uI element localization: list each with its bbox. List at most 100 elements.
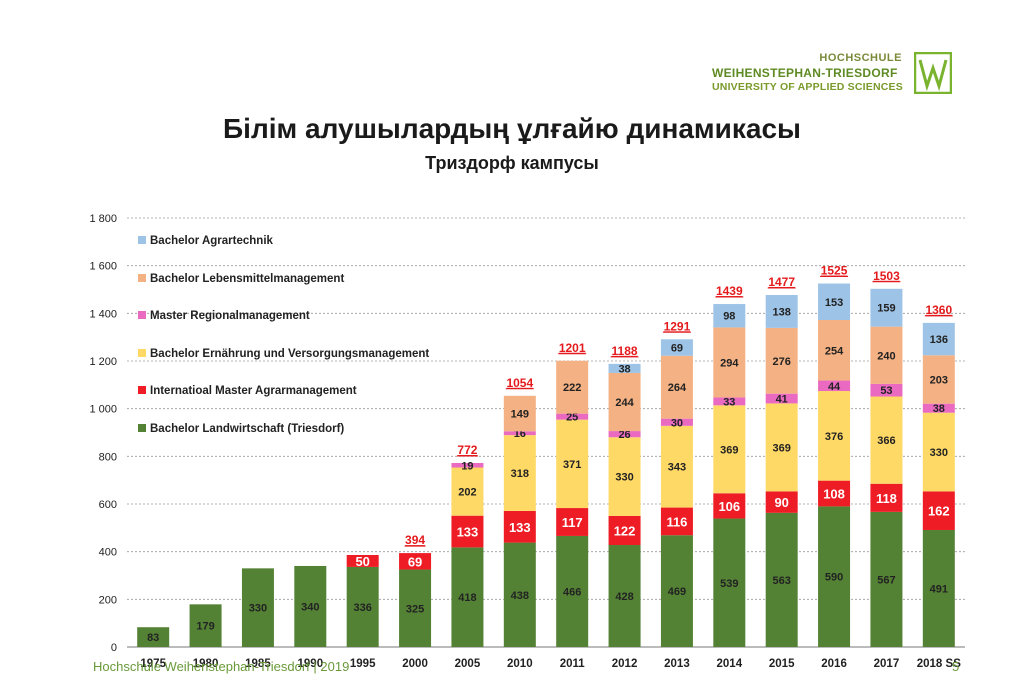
- data-label: 159: [877, 303, 895, 315]
- data-label: 343: [668, 462, 686, 474]
- data-label: 53: [880, 385, 892, 397]
- bar-segment-landwirtschaft: [503, 542, 536, 647]
- data-label: 138: [773, 306, 791, 318]
- x-tick-label: 2016: [821, 658, 847, 670]
- x-tick-label: 2012: [612, 658, 638, 670]
- bar-segment-agrarmanagement: [608, 515, 641, 545]
- bar-segment-regional: [608, 431, 641, 438]
- footer-text: Hochschule Weihenstephan-Triesdorf | 201…: [93, 659, 350, 674]
- legend-swatch: [138, 311, 146, 319]
- bar-segment-agrartechnik: [922, 322, 955, 356]
- bar-segment-agrarmanagement: [818, 480, 851, 507]
- data-label: 336: [354, 602, 372, 614]
- data-label: 202: [458, 487, 476, 499]
- data-label: 90: [774, 495, 788, 510]
- bar-segment-ernaehrung: [922, 412, 955, 492]
- bar-segment-landwirtschaft: [922, 529, 955, 647]
- data-label: 69: [671, 343, 683, 355]
- bar-segment-landwirtschaft: [451, 547, 484, 647]
- y-tick-label: 400: [99, 547, 117, 559]
- bar-segment-lebensmittel: [713, 327, 746, 398]
- logo-line-2: WEIHENSTEPHAN-TRIESDORF: [712, 66, 898, 80]
- data-label: 30: [671, 417, 683, 429]
- data-label: 264: [668, 382, 687, 394]
- x-tick-label: 2005: [455, 658, 481, 670]
- data-label: 41: [776, 394, 788, 406]
- total-label: 1188: [612, 344, 638, 358]
- x-tick-label: 1985: [245, 658, 271, 670]
- bar-segment-lebensmittel: [765, 327, 798, 394]
- legend-label: Bachelor Landwirtschaft (Triesdorf): [150, 422, 345, 435]
- bar-segment-landwirtschaft: [608, 544, 641, 647]
- bar-segment-agrartechnik: [660, 339, 693, 356]
- y-tick-label: 1 200: [89, 356, 117, 368]
- legend-label: Bachelor Lebensmittelmanagement: [150, 272, 345, 285]
- bar-segment-agrarmanagement: [765, 491, 798, 513]
- data-label: 428: [615, 591, 633, 603]
- x-tick-label: 1975: [140, 658, 166, 670]
- data-label: 369: [720, 444, 738, 456]
- data-label: 563: [773, 575, 791, 587]
- bar-segment-regional: [870, 383, 903, 397]
- data-label: 276: [773, 356, 791, 368]
- y-tick-label: 1 000: [89, 404, 117, 416]
- data-label: 318: [511, 468, 529, 480]
- bar-segment-landwirtschaft: [137, 627, 170, 647]
- bar-segment-regional: [503, 431, 536, 436]
- y-tick-label: 1 600: [89, 261, 117, 273]
- bar-segment-agrarmanagement: [451, 515, 484, 548]
- data-label: 222: [563, 382, 581, 394]
- bar-segment-agrarmanagement: [556, 508, 589, 536]
- bar-segment-ernaehrung: [870, 396, 903, 484]
- data-label: 340: [301, 601, 319, 613]
- bar-segment-agrarmanagement: [399, 553, 432, 570]
- data-label: 240: [877, 350, 895, 362]
- bar-segment-regional: [660, 418, 693, 426]
- page-title: Білім алушылардың ұлғайю динамикасы: [223, 113, 801, 144]
- page-number: 5: [952, 659, 960, 674]
- data-label: 162: [928, 504, 950, 519]
- data-label: 254: [825, 345, 844, 357]
- total-label: 1360: [925, 303, 952, 317]
- university-logo: HOCHSCHULE WEIHENSTEPHAN-TRIESDORF UNIVE…: [712, 50, 962, 98]
- legend-swatch: [138, 386, 146, 394]
- data-label: 19: [461, 460, 473, 472]
- data-label: 133: [509, 520, 531, 535]
- legend-item-lebensmittel: Bachelor Lebensmittelmanagement: [138, 273, 344, 285]
- bar-segment-regional: [922, 403, 955, 413]
- legend-item-regional: Master Regionalmanagement: [138, 310, 310, 322]
- data-label: 122: [614, 523, 636, 538]
- legend-label: Bachelor Agrartechnik: [150, 235, 273, 247]
- data-label: 149: [511, 409, 529, 421]
- x-tick-label: 2018 SS: [917, 658, 961, 670]
- data-label: 33: [723, 396, 735, 408]
- data-label: 330: [615, 472, 633, 484]
- y-tick-label: 0: [111, 642, 117, 654]
- legend-swatch: [138, 236, 146, 244]
- total-label: 394: [405, 533, 425, 547]
- bar-segment-landwirtschaft: [556, 535, 589, 647]
- y-tick-label: 1 800: [89, 213, 117, 225]
- data-label: 466: [563, 586, 581, 598]
- bar-segment-ernaehrung: [451, 467, 484, 516]
- bar-segment-ernaehrung: [765, 403, 798, 492]
- x-tick-label: 2011: [560, 658, 586, 670]
- data-label: 136: [930, 334, 948, 346]
- bar-segment-regional: [818, 380, 851, 392]
- x-tick-label: 2017: [874, 658, 900, 670]
- data-label: 244: [615, 397, 634, 409]
- bar-segment-agrartechnik: [713, 304, 746, 328]
- x-tick-label: 2015: [769, 658, 795, 670]
- data-label: 418: [458, 592, 476, 604]
- bar-segment-lebensmittel: [503, 395, 536, 432]
- bar-segment-landwirtschaft: [294, 565, 327, 647]
- bar-segment-ernaehrung: [818, 391, 851, 481]
- total-label: 1291: [664, 319, 691, 333]
- x-tick-label: 1980: [193, 658, 219, 670]
- bar-segment-landwirtschaft: [660, 535, 693, 647]
- data-label: 203: [930, 374, 948, 386]
- y-tick-label: 600: [99, 499, 117, 511]
- data-label: 376: [825, 431, 843, 443]
- data-label: 438: [511, 590, 529, 602]
- data-label: 590: [825, 572, 843, 584]
